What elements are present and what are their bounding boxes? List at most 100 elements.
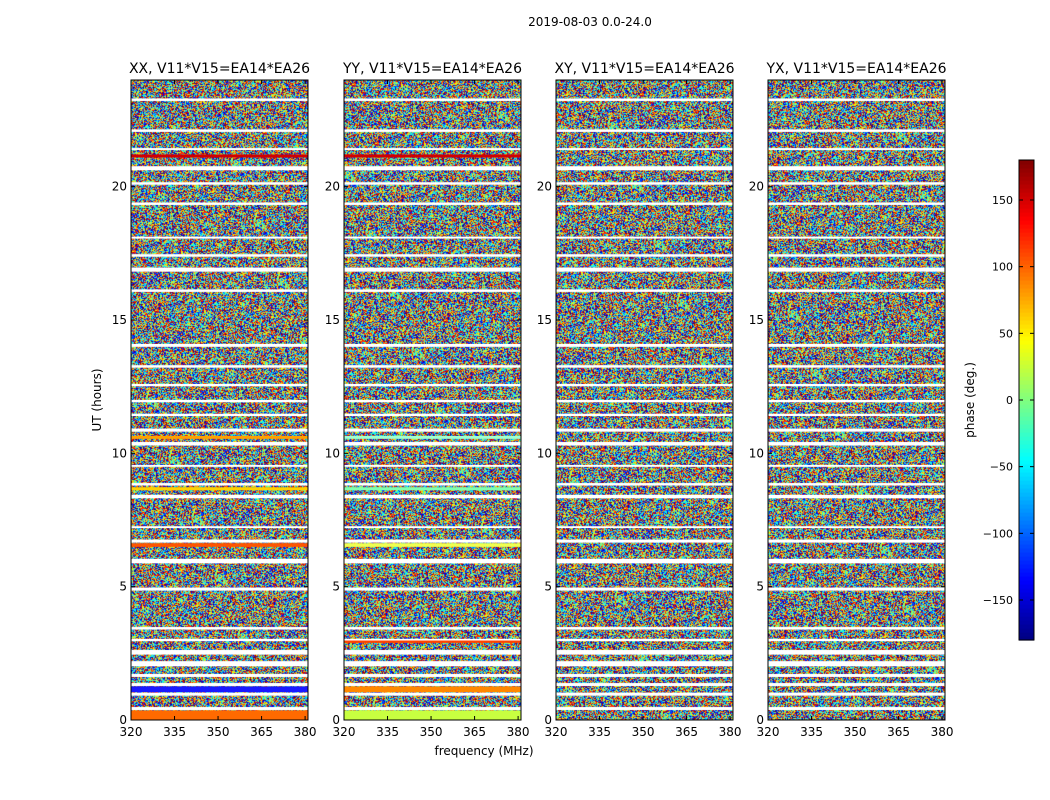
flagged-ut-band bbox=[768, 236, 945, 239]
colorbar-segment bbox=[1019, 264, 1034, 269]
colorbar-segment bbox=[1019, 312, 1034, 317]
flagged-ut-band bbox=[556, 400, 733, 403]
flagged-ut-band bbox=[556, 129, 733, 132]
colorbar-segment bbox=[1019, 332, 1034, 337]
colorbar-segment bbox=[1019, 576, 1034, 581]
colorbar-segment bbox=[1019, 564, 1034, 569]
colorbar-segment bbox=[1019, 436, 1034, 441]
flagged-ut-band bbox=[344, 638, 521, 642]
flagged-ut-band bbox=[556, 413, 733, 416]
colorbar-segment bbox=[1019, 196, 1034, 201]
colorbar-segment bbox=[1019, 448, 1034, 453]
colorbar-segment bbox=[1019, 636, 1034, 641]
colorbar-segment bbox=[1019, 364, 1034, 369]
flagged-ut-band bbox=[131, 494, 308, 499]
x-tick-label: 350 bbox=[632, 725, 655, 739]
flagged-ut-band bbox=[344, 587, 521, 591]
y-tick-label: 0 bbox=[756, 713, 764, 727]
flagged-ut-band bbox=[344, 494, 521, 499]
colorbar-segment bbox=[1019, 512, 1034, 517]
flagged-ut-band bbox=[768, 166, 945, 171]
colorbar-segment bbox=[1019, 188, 1034, 193]
colorbar-segment bbox=[1019, 180, 1034, 185]
colorbar-segment bbox=[1019, 320, 1034, 325]
flagged-ut-band bbox=[768, 98, 945, 101]
flagged-ut-band bbox=[344, 236, 521, 239]
x-tick-label: 335 bbox=[376, 725, 399, 739]
flagged-ut-band bbox=[344, 129, 521, 132]
y-tick-label: 15 bbox=[749, 313, 764, 327]
flagged-ut-band bbox=[131, 400, 308, 403]
colorbar-segment bbox=[1019, 460, 1034, 465]
colorbar-segment bbox=[1019, 616, 1034, 621]
colorbar-segment bbox=[1019, 540, 1034, 545]
flagged-ut-band bbox=[131, 254, 308, 257]
colorbar-segment bbox=[1019, 240, 1034, 245]
colorbar-segment bbox=[1019, 372, 1034, 377]
colorbar-segment bbox=[1019, 304, 1034, 309]
uniform-phase-band bbox=[131, 543, 308, 547]
flagged-ut-band bbox=[344, 166, 521, 171]
colorbar-segment bbox=[1019, 524, 1034, 529]
colorbar-segment bbox=[1019, 620, 1034, 625]
panel-frame bbox=[555, 79, 734, 721]
flagged-ut-band bbox=[768, 707, 945, 710]
colorbar-segment bbox=[1019, 236, 1034, 241]
colorbar-segment bbox=[1019, 456, 1034, 461]
flagged-ut-band bbox=[556, 539, 733, 543]
x-tick-label: 335 bbox=[588, 725, 611, 739]
flagged-ut-band bbox=[131, 674, 308, 677]
y-tick-label: 15 bbox=[537, 313, 552, 327]
flagged-ut-band bbox=[556, 558, 733, 564]
flagged-ut-band bbox=[556, 365, 733, 368]
colorbar-segment bbox=[1019, 548, 1034, 553]
flagged-ut-band bbox=[131, 539, 308, 543]
flagged-ut-band bbox=[556, 442, 733, 446]
flagged-ut-band bbox=[131, 526, 308, 528]
panels-layer: XX, V11*V15=EA14*EA26 320 335 350 365 380 0 5 10… bbox=[112, 61, 954, 739]
flagged-ut-band bbox=[556, 428, 733, 432]
colorbar-segment bbox=[1019, 232, 1034, 237]
uniform-phase-band bbox=[344, 640, 521, 643]
panel-3: YX, V11*V15=EA14*EA26 320 335 350 365 380 0 5 10… bbox=[749, 61, 954, 739]
uniform-phase-band bbox=[344, 710, 521, 720]
flagged-ut-band bbox=[556, 707, 733, 710]
colorbar-segment bbox=[1019, 164, 1034, 169]
colorbar-label: phase (deg.) bbox=[963, 362, 977, 438]
flagged-ut-band bbox=[556, 267, 733, 272]
colorbar-segment bbox=[1019, 588, 1034, 593]
y-tick-label: 20 bbox=[749, 180, 764, 194]
flagged-ut-band bbox=[768, 627, 945, 630]
x-tick-label: 365 bbox=[463, 725, 486, 739]
flagged-ut-band bbox=[556, 692, 733, 696]
colorbar-segment bbox=[1019, 520, 1034, 525]
uniform-phase-band bbox=[131, 436, 308, 439]
colorbar-segment bbox=[1019, 572, 1034, 577]
colorbar-segment bbox=[1019, 360, 1034, 365]
colorbar-segment bbox=[1019, 568, 1034, 573]
colorbar-segment bbox=[1019, 608, 1034, 613]
colorbar-segment bbox=[1019, 324, 1034, 329]
flagged-ut-band bbox=[131, 98, 308, 101]
colorbar-segment bbox=[1019, 288, 1034, 293]
colorbar-segment bbox=[1019, 420, 1034, 425]
y-axis-label: UT (hours) bbox=[90, 368, 104, 431]
colorbar-segment bbox=[1019, 544, 1034, 549]
x-tick-label: 380 bbox=[507, 725, 530, 739]
flagged-ut-band bbox=[131, 442, 308, 446]
flagged-ut-band bbox=[556, 289, 733, 292]
colorbar-segment bbox=[1019, 352, 1034, 357]
colorbar-segment bbox=[1019, 256, 1034, 261]
colorbar-segment bbox=[1019, 204, 1034, 209]
flagged-ut-band bbox=[768, 661, 945, 667]
flagged-ut-band bbox=[556, 494, 733, 499]
colorbar-segment bbox=[1019, 356, 1034, 361]
flagged-ut-band bbox=[768, 683, 945, 686]
flagged-ut-band bbox=[344, 674, 521, 677]
panel-1: YY, V11*V15=EA14*EA26 320 335 350 365 380 0 5 10… bbox=[325, 61, 530, 739]
flagged-ut-band bbox=[131, 661, 308, 667]
colorbar-segment bbox=[1019, 628, 1034, 633]
colorbar-segment bbox=[1019, 432, 1034, 437]
flagged-ut-band bbox=[131, 413, 308, 416]
